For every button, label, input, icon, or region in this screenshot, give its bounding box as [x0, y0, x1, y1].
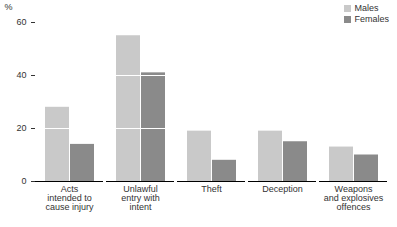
svg-text:%: % — [5, 2, 13, 12]
html-text:Females: Females — [354, 14, 389, 24]
svg-text:Unlawfulentry withintent: Unlawfulentry withintent — [121, 184, 160, 212]
svg-text:0: 0 — [21, 176, 26, 186]
svg-text:60: 60 — [16, 17, 26, 27]
svg-text:Actsintended tocause injury: Actsintended tocause injury — [45, 184, 94, 212]
svg-text:40: 40 — [16, 70, 26, 80]
html-text:Males: Males — [354, 3, 379, 13]
svg-text:Weaponsand explosivesoffences: Weaponsand explosivesoffences — [324, 184, 384, 212]
svg-text:Deception: Deception — [262, 184, 303, 194]
svg-text:Theft: Theft — [201, 184, 222, 194]
svg-text:20: 20 — [16, 123, 26, 133]
